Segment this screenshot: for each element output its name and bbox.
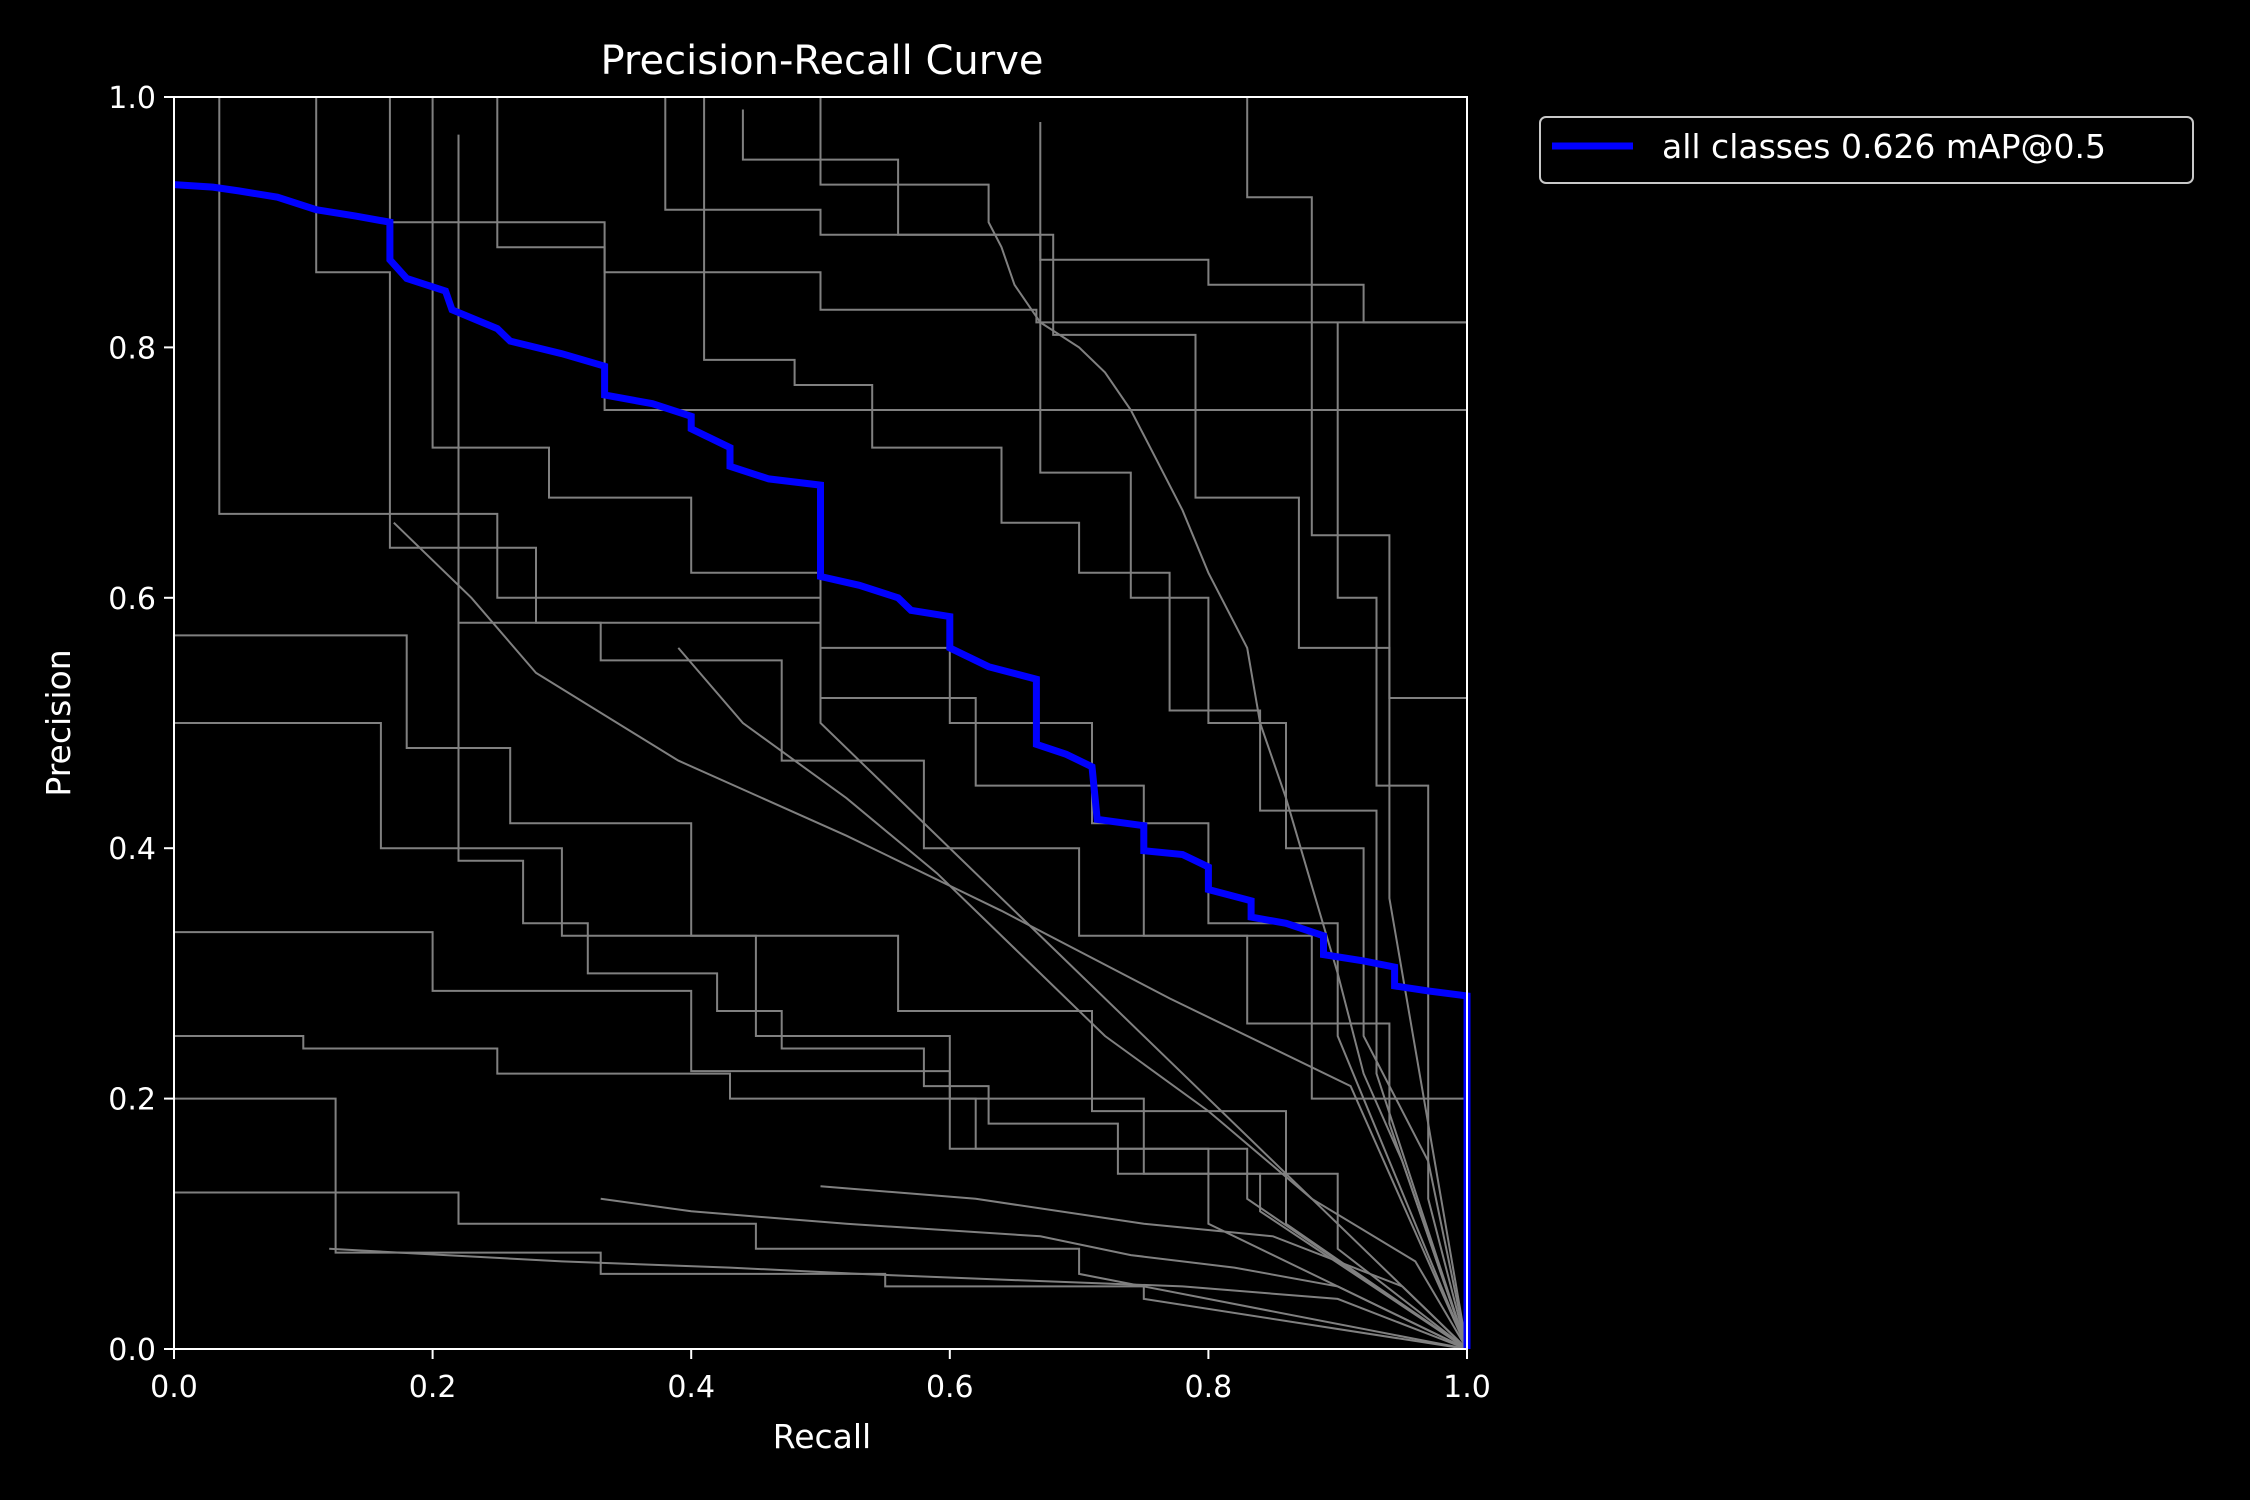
x-axis-label: Recall: [773, 1417, 871, 1456]
legend-label-all-classes: all classes 0.626 mAP@0.5: [1662, 127, 2106, 166]
series-line-class-23: [1039, 122, 1468, 1350]
series-line-class-24: [1246, 97, 1468, 1349]
y-tick-label: 0.6: [108, 582, 156, 617]
x-axis-ticks: 0.0 0.2 0.4 0.6 0.8 1.0: [150, 1349, 1491, 1405]
series-line-class-22: [329, 1247, 1468, 1350]
series-line-class-3: [496, 97, 1468, 1349]
series-line-class-17: [677, 647, 1468, 1350]
y-tick-label: 1.0: [108, 81, 156, 116]
series-line-class-12: [174, 1035, 1468, 1350]
series-line-class-9: [174, 931, 1468, 1350]
series-line-class-10: [174, 1097, 1468, 1350]
x-tick-label: 0.4: [667, 1370, 715, 1405]
y-axis-label: Precision: [39, 649, 78, 796]
y-tick-label: 0.8: [108, 331, 156, 366]
series-line-class-18: [703, 97, 1468, 1350]
series-line-class-11: [174, 1191, 1468, 1350]
x-tick-label: 0.2: [409, 1370, 457, 1405]
x-tick-label: 0.8: [1185, 1370, 1233, 1405]
series-line-class-2: [218, 97, 1468, 1350]
y-tick-label: 0.0: [108, 1333, 156, 1368]
plot-frame: [173, 96, 1468, 1350]
series-line-all-classes: [173, 181, 1471, 1349]
y-axis-ticks: 0.0 0.2 0.4 0.6 0.8 1.0: [108, 81, 174, 1368]
series-line-class-15: [393, 521, 1468, 1350]
series-line-class-20: [600, 1197, 1468, 1350]
x-tick-label: 1.0: [1443, 1370, 1491, 1405]
y-tick-label: 0.4: [108, 832, 156, 867]
series-line-class-16: [457, 309, 1468, 1350]
legend-box: [1539, 116, 2194, 184]
series-line-class-8: [174, 722, 1468, 1350]
y-tick-label: 0.2: [108, 1083, 156, 1118]
series-line-class-14: [457, 134, 1468, 1350]
x-tick-label: 0.6: [926, 1370, 974, 1405]
chart-title: Precision-Recall Curve: [601, 38, 1044, 84]
legend: all classes 0.626 mAP@0.5: [1539, 116, 2194, 184]
x-tick-label: 0.0: [150, 1370, 198, 1405]
series-line-class-25: [1336, 322, 1468, 1350]
curves-layer: [173, 96, 1471, 1350]
series-line-class-7: [174, 634, 1468, 1350]
series-line-class-21: [820, 1185, 1468, 1350]
series-line-class-5: [664, 97, 1468, 1349]
series-line-class-6: [315, 97, 1468, 1349]
